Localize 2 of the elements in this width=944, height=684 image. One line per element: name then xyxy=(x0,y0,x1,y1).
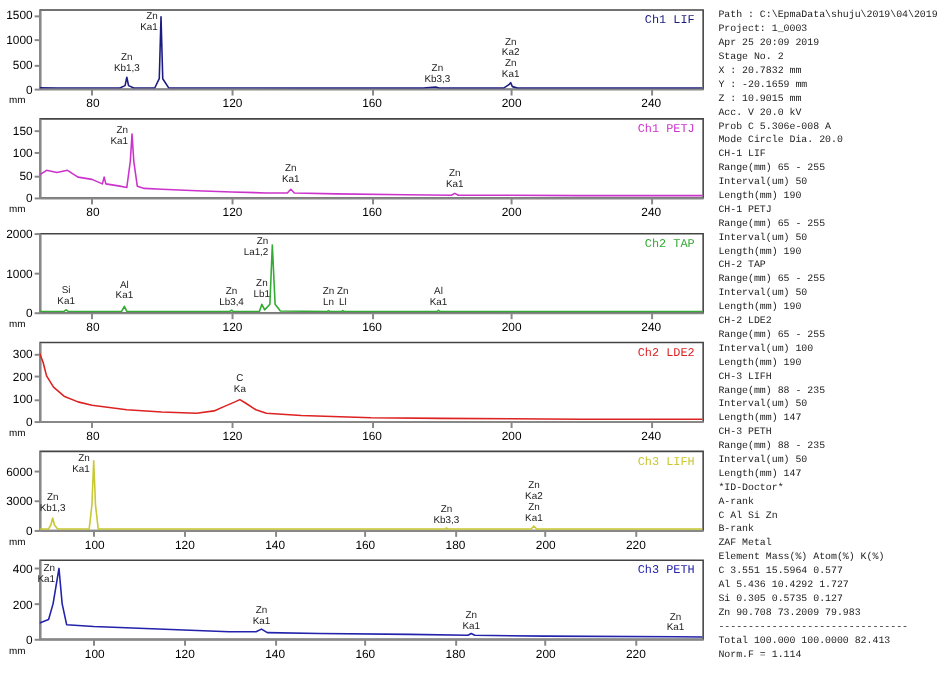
line-series xyxy=(39,567,703,638)
line-series xyxy=(39,16,703,89)
